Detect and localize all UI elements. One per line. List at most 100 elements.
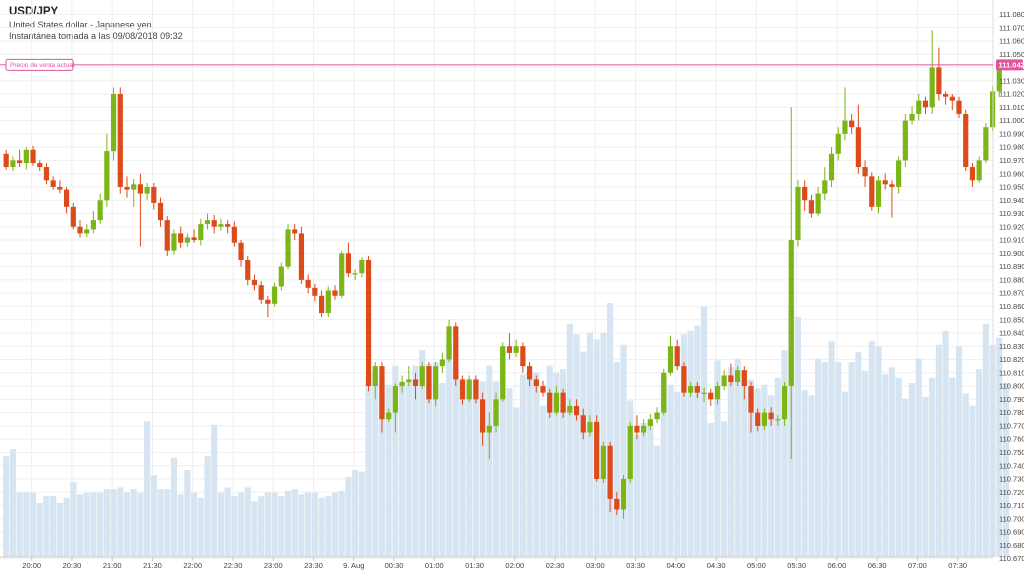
y-tick-label: 110.710 bbox=[999, 501, 1024, 510]
candle-body bbox=[533, 379, 539, 387]
volume-bar bbox=[278, 496, 285, 557]
volume-bar bbox=[472, 379, 479, 557]
x-tick-label: 02:30 bbox=[546, 561, 565, 570]
candle-body bbox=[506, 346, 513, 353]
volume-bar bbox=[492, 381, 500, 557]
volume-bar bbox=[868, 341, 875, 557]
volume-bar bbox=[439, 383, 446, 557]
volume-bar bbox=[291, 489, 298, 557]
candle-body bbox=[238, 242, 244, 260]
volume-bar bbox=[244, 487, 251, 557]
y-tick-label: 110.760 bbox=[999, 435, 1024, 444]
candle-body bbox=[104, 151, 110, 201]
candle-body bbox=[278, 266, 284, 287]
volume-bar bbox=[452, 367, 459, 557]
volume-bar bbox=[50, 496, 57, 557]
volume-bar bbox=[378, 383, 386, 557]
candle-body bbox=[674, 346, 680, 367]
candle-body bbox=[191, 237, 197, 241]
volume-bar bbox=[801, 389, 808, 557]
candle-body bbox=[808, 200, 814, 214]
volume-bar bbox=[855, 351, 862, 557]
candle-body bbox=[359, 259, 365, 274]
candle-body bbox=[312, 287, 318, 296]
volume-bar bbox=[747, 379, 755, 557]
volume-bar bbox=[29, 492, 37, 557]
volume-bar bbox=[425, 363, 432, 557]
volume-bar bbox=[680, 334, 687, 557]
x-tick-label: 23:00 bbox=[264, 561, 283, 570]
y-tick-label: 110.830 bbox=[999, 342, 1024, 351]
candle-body bbox=[386, 412, 392, 420]
candle-body bbox=[198, 224, 204, 241]
volume-bar bbox=[130, 489, 137, 557]
y-tick-label: 110.790 bbox=[999, 395, 1024, 404]
candle-body bbox=[815, 193, 821, 214]
candle-body bbox=[788, 240, 794, 387]
volume-bar bbox=[942, 330, 949, 557]
candle-body bbox=[842, 120, 848, 134]
volume-bar bbox=[499, 349, 506, 557]
candle-body bbox=[110, 94, 117, 152]
volume-bar bbox=[620, 344, 627, 557]
volume-bar bbox=[667, 384, 674, 557]
volume-bar bbox=[647, 423, 654, 557]
volume-bar bbox=[284, 490, 292, 557]
candle-body bbox=[37, 163, 43, 168]
volume-bar bbox=[533, 372, 540, 557]
candle-body bbox=[775, 419, 781, 421]
candle-body bbox=[761, 412, 768, 426]
volume-bar bbox=[231, 496, 238, 557]
volume-bar bbox=[955, 346, 963, 557]
candle-body bbox=[520, 346, 526, 367]
x-tick-label: 21:30 bbox=[143, 561, 162, 570]
snapshot-timestamp: Instantánea tomada a las 09/08/2018 09:3… bbox=[9, 31, 183, 41]
candle-body bbox=[943, 94, 949, 97]
volume-bar bbox=[674, 391, 681, 557]
volume-bar bbox=[338, 490, 345, 557]
candle-body bbox=[714, 386, 721, 400]
volume-bar bbox=[345, 476, 352, 557]
candle-body bbox=[63, 189, 70, 207]
candle-body bbox=[225, 224, 231, 227]
y-tick-label: 110.720 bbox=[999, 488, 1024, 497]
y-tick-label: 110.750 bbox=[999, 448, 1024, 457]
candle-body bbox=[124, 186, 130, 190]
y-tick-label: 111.060 bbox=[999, 37, 1024, 46]
volume-bar bbox=[996, 337, 1003, 557]
x-tick-label: 01:00 bbox=[425, 561, 444, 570]
candle-body bbox=[272, 286, 278, 304]
candle-body bbox=[781, 386, 788, 420]
candle-body bbox=[607, 445, 613, 499]
x-tick-label: 06:00 bbox=[828, 561, 847, 570]
volume-bar bbox=[774, 377, 781, 557]
y-tick-label: 110.670 bbox=[999, 554, 1024, 563]
candle-body bbox=[339, 253, 345, 296]
y-tick-label: 110.820 bbox=[999, 355, 1024, 364]
volume-bar bbox=[660, 377, 667, 557]
candle-body bbox=[929, 67, 935, 108]
candle-body bbox=[902, 120, 908, 161]
volume-bar bbox=[721, 421, 728, 557]
candle-body bbox=[969, 167, 976, 181]
volume-bar bbox=[419, 349, 426, 557]
volume-bar bbox=[211, 424, 218, 557]
volume-bar bbox=[781, 349, 788, 557]
candle-body bbox=[748, 386, 754, 413]
volume-bar bbox=[982, 323, 989, 557]
candle-body bbox=[869, 176, 875, 207]
x-tick-label: 03:00 bbox=[586, 561, 605, 570]
volume-bar bbox=[908, 383, 916, 557]
volume-bar bbox=[144, 421, 151, 557]
y-tick-label: 110.910 bbox=[999, 236, 1024, 245]
candle-body bbox=[379, 366, 385, 420]
candle-body bbox=[131, 184, 137, 190]
x-tick-label: 01:30 bbox=[465, 561, 484, 570]
candle-body bbox=[627, 425, 633, 479]
volume-bar bbox=[331, 492, 339, 557]
candle-body bbox=[365, 259, 372, 387]
candle-body bbox=[741, 370, 747, 387]
candle-body bbox=[345, 253, 352, 274]
candle-body bbox=[688, 386, 694, 393]
volume-bar bbox=[714, 360, 721, 557]
